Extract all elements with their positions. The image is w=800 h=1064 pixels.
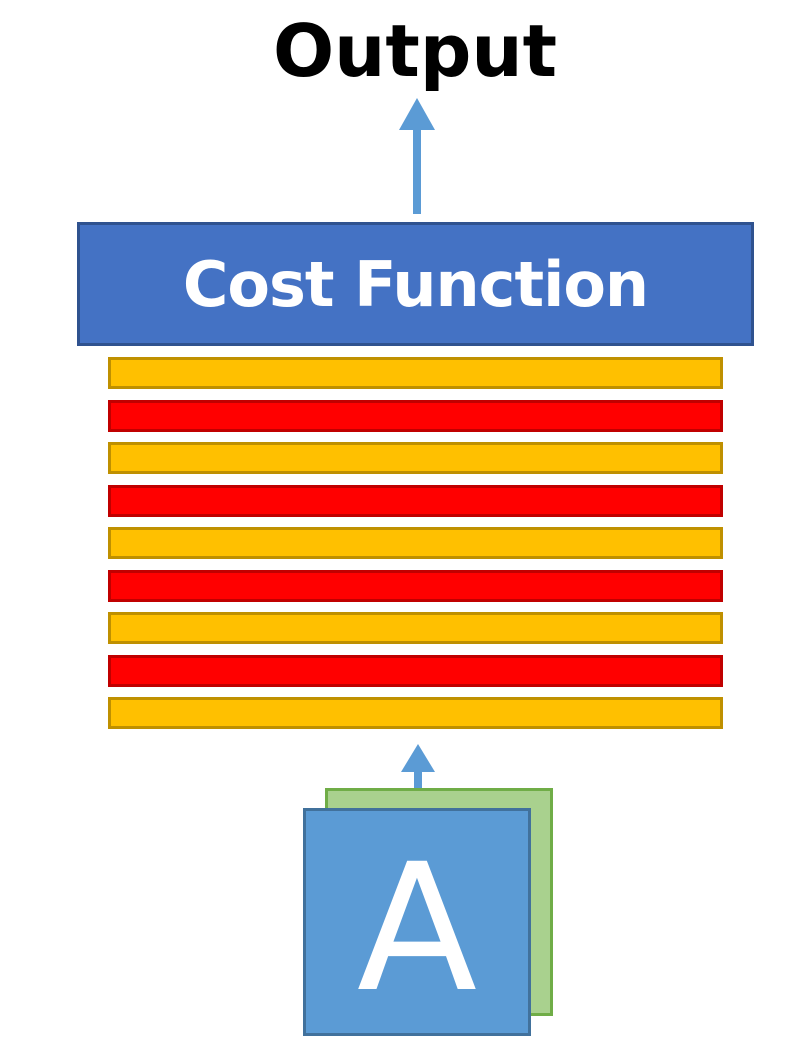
layer-orange-1 xyxy=(108,357,723,389)
layer-red-4 xyxy=(108,485,723,517)
input-arrow-icon xyxy=(401,744,435,800)
layer-red-8 xyxy=(108,655,723,687)
output-arrow-shaft xyxy=(413,128,421,214)
layer-red-2 xyxy=(108,400,723,432)
layer-orange-7 xyxy=(108,612,723,644)
layer-orange-9 xyxy=(108,697,723,729)
layer-orange-3 xyxy=(108,442,723,474)
output-title: Output xyxy=(272,9,558,93)
input-arrow-shaft xyxy=(414,770,422,800)
output-arrow-icon xyxy=(399,98,435,214)
layer-red-6 xyxy=(108,570,723,602)
input-arrow-head xyxy=(401,744,435,772)
input-letter: A xyxy=(356,826,478,1031)
layer-orange-5 xyxy=(108,527,723,559)
cost-function-label: Cost Function xyxy=(182,247,649,321)
output-arrow-head xyxy=(399,98,435,130)
cost-function-box: Cost Function xyxy=(77,222,754,346)
input-card-front: A xyxy=(303,808,531,1036)
